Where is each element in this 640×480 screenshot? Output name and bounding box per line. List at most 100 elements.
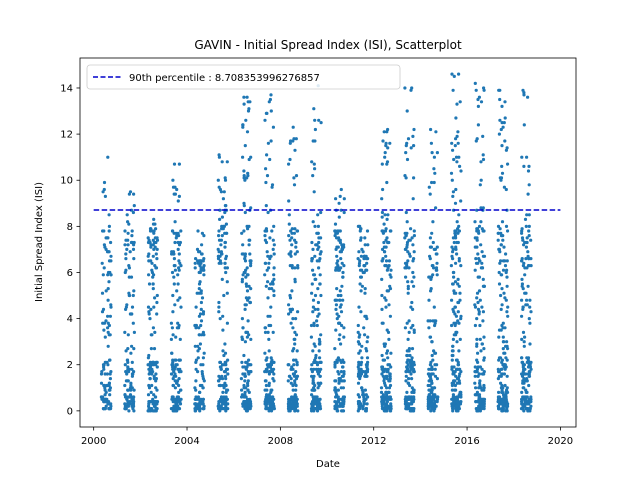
data-point: [292, 347, 296, 351]
data-point: [176, 247, 180, 251]
data-point: [504, 148, 508, 152]
data-point: [263, 234, 267, 238]
data-point: [357, 261, 362, 265]
data-point: [315, 407, 319, 411]
data-point: [482, 86, 486, 90]
data-point: [199, 261, 203, 265]
data-point: [219, 367, 223, 371]
data-point: [363, 388, 367, 392]
data-point: [435, 151, 439, 155]
data-point: [528, 298, 532, 302]
data-point: [106, 326, 110, 330]
data-point: [128, 250, 132, 254]
data-point: [147, 312, 151, 316]
data-point: [504, 252, 508, 256]
data-point: [224, 360, 228, 364]
data-point: [294, 370, 298, 374]
data-point: [478, 183, 482, 187]
data-point: [123, 243, 127, 247]
data-point: [383, 383, 387, 388]
data-point: [362, 400, 366, 404]
data-point: [379, 390, 384, 394]
data-point: [127, 409, 131, 413]
data-point: [334, 379, 338, 383]
data-point: [473, 393, 477, 397]
data-point: [382, 397, 386, 401]
data-point: [476, 307, 481, 311]
data-point: [501, 335, 505, 339]
data-point: [481, 134, 485, 138]
data-point: [478, 400, 482, 404]
data-point: [316, 213, 320, 217]
data-point: [200, 383, 204, 388]
data-point: [407, 319, 411, 323]
data-point: [193, 402, 197, 406]
data-point: [389, 351, 393, 355]
data-point: [387, 303, 391, 307]
data-point: [458, 291, 462, 295]
data-point: [246, 370, 250, 374]
data-point: [500, 220, 505, 224]
data-point: [225, 321, 229, 325]
data-point: [106, 236, 110, 240]
data-point: [314, 397, 318, 401]
data-point: [335, 236, 339, 240]
data-point: [431, 240, 435, 245]
data-point: [104, 289, 108, 293]
data-point: [197, 287, 201, 291]
data-point: [314, 356, 318, 360]
data-point: [456, 130, 460, 134]
data-point: [177, 266, 181, 270]
data-point: [363, 333, 367, 337]
data-point: [412, 330, 416, 334]
data-point: [126, 220, 130, 224]
data-point: [478, 365, 482, 369]
data-point: [218, 217, 222, 221]
data-point: [176, 282, 180, 286]
data-point: [452, 289, 456, 293]
data-point: [475, 296, 479, 300]
data-point: [429, 141, 433, 145]
data-point: [451, 407, 455, 411]
data-point: [497, 356, 502, 360]
data-point: [152, 374, 156, 378]
data-point: [452, 275, 456, 279]
data-point: [341, 275, 345, 279]
data-point: [449, 171, 454, 175]
data-point: [452, 333, 456, 337]
data-point: [337, 314, 341, 318]
data-point: [152, 305, 156, 309]
data-point: [200, 370, 204, 374]
data-point: [454, 261, 458, 265]
data-point: [130, 305, 135, 309]
data-point: [270, 287, 274, 291]
data-point: [426, 400, 430, 404]
data-point: [527, 224, 531, 228]
data-point: [173, 220, 177, 224]
data-point: [527, 374, 532, 378]
data-point: [100, 310, 105, 314]
data-point: [380, 407, 384, 411]
data-point: [173, 386, 177, 390]
data-point: [216, 254, 221, 258]
data-point: [384, 305, 388, 309]
data-point: [295, 363, 299, 367]
data-point: [109, 370, 113, 374]
data-point: [150, 407, 154, 411]
data-point: [337, 298, 342, 302]
data-point: [131, 321, 135, 325]
data-point: [457, 300, 461, 305]
data-point: [520, 314, 524, 318]
data-point: [522, 367, 526, 371]
data-point: [366, 335, 370, 339]
data-point: [383, 250, 387, 254]
data-point: [154, 227, 158, 231]
data-point: [426, 372, 430, 376]
data-point: [382, 222, 386, 226]
data-point: [150, 261, 154, 265]
data-point: [220, 160, 224, 164]
data-point: [360, 247, 364, 251]
data-point: [427, 185, 431, 189]
data-point: [291, 125, 295, 129]
data-point: [525, 155, 529, 159]
